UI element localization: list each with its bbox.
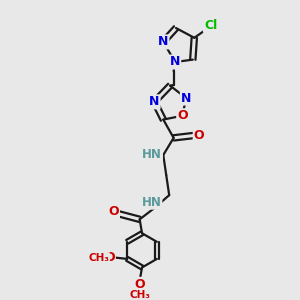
Text: N: N <box>181 92 191 104</box>
Text: HN: HN <box>142 196 161 209</box>
Text: CH₃: CH₃ <box>88 253 109 263</box>
Text: O: O <box>108 205 119 218</box>
Text: N: N <box>170 56 180 68</box>
Text: Cl: Cl <box>204 19 217 32</box>
Text: CH₃: CH₃ <box>130 290 151 300</box>
Text: O: O <box>194 129 204 142</box>
Text: N: N <box>158 35 169 48</box>
Text: HN: HN <box>142 148 162 161</box>
Text: O: O <box>134 278 145 291</box>
Text: O: O <box>177 109 188 122</box>
Text: N: N <box>149 95 160 108</box>
Text: O: O <box>104 251 115 264</box>
